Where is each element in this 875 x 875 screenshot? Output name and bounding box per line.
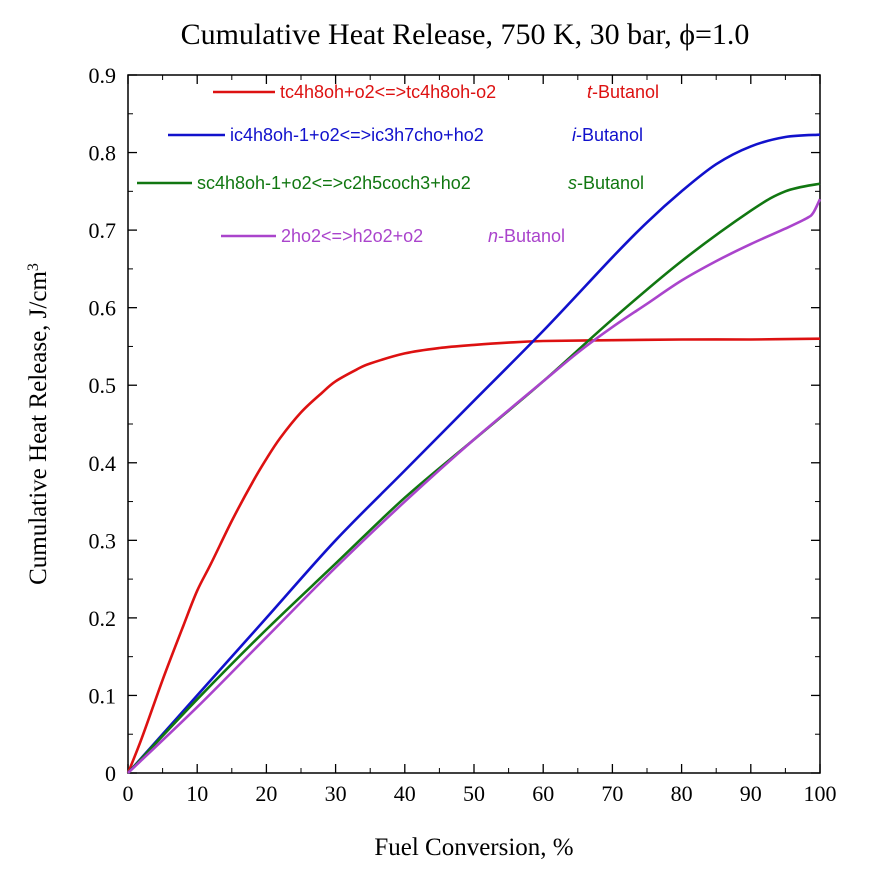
legend-fuel-prefix: s bbox=[568, 173, 577, 193]
y-tick-label: 0.8 bbox=[89, 141, 117, 166]
legend-fuel-prefix: i bbox=[572, 125, 577, 145]
x-tick-label: 80 bbox=[671, 781, 693, 806]
legend-reaction-i-butanol: ic4h8oh-1+o2<=>ic3h7cho+ho2 bbox=[230, 125, 484, 145]
legend-fuel-prefix: t bbox=[587, 82, 593, 102]
y-axis-label-main: Cumulative Heat Release, J/cm bbox=[25, 271, 52, 585]
y-tick-label: 0.3 bbox=[89, 528, 117, 553]
legend-reaction-s-butanol: sc4h8oh-1+o2<=>c2h5coch3+ho2 bbox=[197, 173, 471, 193]
legend-fuel-suffix: -Butanol bbox=[592, 82, 659, 102]
y-tick-label: 0.6 bbox=[89, 296, 117, 321]
legend-fuel-i-butanol: i-Butanol bbox=[572, 125, 643, 145]
series-line-t-butanol bbox=[126, 337, 821, 774]
x-tick-label: 20 bbox=[255, 781, 277, 806]
x-tick-label: 30 bbox=[325, 781, 347, 806]
x-tick-label: 100 bbox=[804, 781, 837, 806]
y-tick-label: 0.1 bbox=[89, 683, 117, 708]
x-tick-label: 70 bbox=[601, 781, 623, 806]
legend-fuel-suffix: -Butanol bbox=[576, 125, 643, 145]
legend-fuel-s-butanol: s-Butanol bbox=[568, 173, 644, 193]
series-line-i-butanol bbox=[127, 133, 821, 774]
legend-fuel-n-butanol: n-Butanol bbox=[488, 226, 565, 246]
y-tick-label: 0.9 bbox=[89, 63, 117, 88]
x-axis-label: Fuel Conversion, % bbox=[374, 834, 573, 861]
y-tick-label: 0 bbox=[105, 761, 116, 786]
series-lines bbox=[126, 133, 822, 774]
legend-fuel-t-butanol: t-Butanol bbox=[587, 82, 659, 102]
legend-reaction-n-butanol: 2ho2<=>h2o2+o2 bbox=[281, 226, 423, 246]
x-tick-label: 90 bbox=[740, 781, 762, 806]
y-axis-label-superscript: 3 bbox=[25, 263, 42, 271]
y-tick-label: 0.7 bbox=[89, 218, 117, 243]
legend-fuel-suffix: -Butanol bbox=[498, 226, 565, 246]
legend: tc4h8oh+o2<=>tc4h8oh-o2 t-Butanolic4h8oh-… bbox=[137, 82, 659, 246]
x-tick-label: 50 bbox=[463, 781, 485, 806]
series-line-n-butanol bbox=[127, 198, 822, 774]
series-line-s-butanol bbox=[127, 182, 821, 774]
x-tick-label: 60 bbox=[532, 781, 554, 806]
legend-fuel-prefix: n bbox=[488, 226, 498, 246]
chart-title: Cumulative Heat Release, 750 K, 30 bar, … bbox=[181, 18, 750, 51]
y-tick-label: 0.4 bbox=[89, 451, 117, 476]
y-tick-label: 0.2 bbox=[89, 606, 117, 631]
legend-reaction-t-butanol: tc4h8oh+o2<=>tc4h8oh-o2 bbox=[280, 82, 496, 102]
legend-fuel-suffix: -Butanol bbox=[577, 173, 644, 193]
y-tick-label: 0.5 bbox=[89, 373, 117, 398]
x-tick-label: 0 bbox=[123, 781, 134, 806]
y-axis-label: Cumulative Heat Release, J/cm3 bbox=[25, 263, 53, 585]
x-tick-label: 40 bbox=[394, 781, 416, 806]
x-tick-label: 10 bbox=[186, 781, 208, 806]
axis-ticks: 0 10 20 30 40 50 60 70 80 90 100 0 0.1 0.2 0.3 0.4 0.5 0.… bbox=[89, 63, 837, 806]
